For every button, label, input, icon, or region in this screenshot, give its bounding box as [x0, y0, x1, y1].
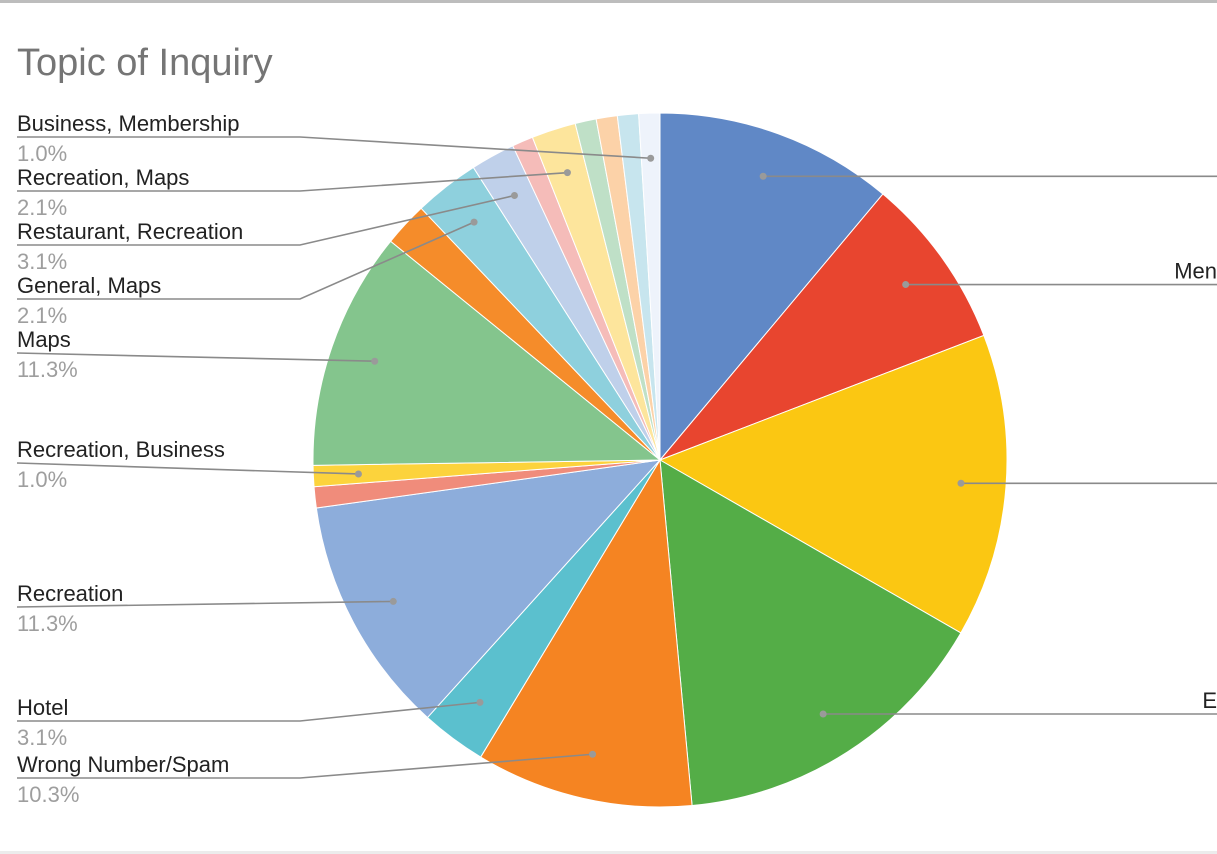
label-pct-business-membership: 1.0% — [17, 141, 67, 166]
pie-slice-slice-4 — [659, 459, 962, 807]
leader-dot-right-slice-1 — [759, 172, 767, 180]
label-name-recreation-business: Recreation, Business — [17, 437, 225, 462]
label-name-hotel: Hotel — [17, 695, 68, 720]
leader-line-hotel — [17, 701, 481, 722]
label-pct-recreation: 11.3% — [17, 611, 78, 636]
pie-slice-slice-2 — [658, 193, 985, 462]
leader-line-maps — [16, 352, 375, 363]
leader-dot-recreation — [389, 597, 397, 605]
leader-dot-business-membership — [647, 154, 655, 162]
label-pct-maps: 11.3% — [17, 357, 78, 382]
leader-line-business-membership — [17, 136, 651, 160]
label-pct-restaurant-recreation: 3.1% — [17, 249, 67, 274]
label-name-general-maps: General, Maps — [17, 273, 161, 298]
label-name-right-men-1: Men — [1174, 259, 1217, 284]
leader-dot-right-e-2 — [819, 710, 827, 718]
label-pct-hotel: 3.1% — [17, 725, 67, 750]
label-name-wrong-number-spam: Wrong Number/Spam — [17, 752, 229, 777]
pie-slice-slice-3 — [658, 334, 1008, 634]
top-divider — [0, 0, 1217, 3]
chart-title: Topic of Inquiry — [17, 42, 273, 84]
leader-lines — [16, 136, 1217, 779]
label-name-recreation-maps: Recreation, Maps — [17, 165, 189, 190]
leader-line-recreation-maps — [17, 171, 568, 192]
label-name-recreation: Recreation — [17, 581, 123, 606]
leader-line-restaurant-recreation — [17, 194, 515, 246]
label-pct-general-maps: 2.1% — [17, 303, 67, 328]
leader-dot-general-maps — [470, 218, 478, 226]
label-pct-recreation-maps: 2.1% — [17, 195, 67, 220]
leader-dot-wrong-number-spam — [589, 750, 597, 758]
leader-line-recreation — [16, 600, 394, 608]
label-pct-recreation-business: 1.0% — [17, 467, 67, 492]
pie-slice-business-membership — [638, 112, 661, 461]
leader-dot-maps — [371, 357, 379, 365]
label-name-maps: Maps — [17, 327, 71, 352]
leader-dot-hotel — [476, 698, 484, 706]
pie-slice-wrong-number-spam — [479, 458, 693, 808]
leader-dot-right-slice-3 — [957, 479, 965, 487]
pie-slice-slice-1 — [659, 112, 884, 462]
leader-dot-right-men-1 — [902, 281, 910, 289]
leader-dot-recreation-business — [354, 470, 362, 478]
pie-slice-maps — [312, 240, 662, 466]
leader-line-recreation-business — [16, 462, 359, 475]
bottom-divider — [0, 851, 1217, 854]
label-name-business-membership: Business, Membership — [17, 111, 240, 136]
pie-slice-recreation — [315, 459, 662, 719]
label-name-right-e-2: E — [1202, 688, 1217, 713]
pie-slices — [312, 112, 1008, 808]
label-name-restaurant-recreation: Restaurant, Recreation — [17, 219, 243, 244]
leader-line-wrong-number-spam — [17, 753, 593, 779]
leader-dot-recreation-maps — [563, 169, 571, 177]
label-pct-wrong-number-spam: 10.3% — [17, 782, 79, 807]
leader-dot-restaurant-recreation — [510, 192, 518, 200]
leader-line-general-maps — [17, 221, 475, 300]
